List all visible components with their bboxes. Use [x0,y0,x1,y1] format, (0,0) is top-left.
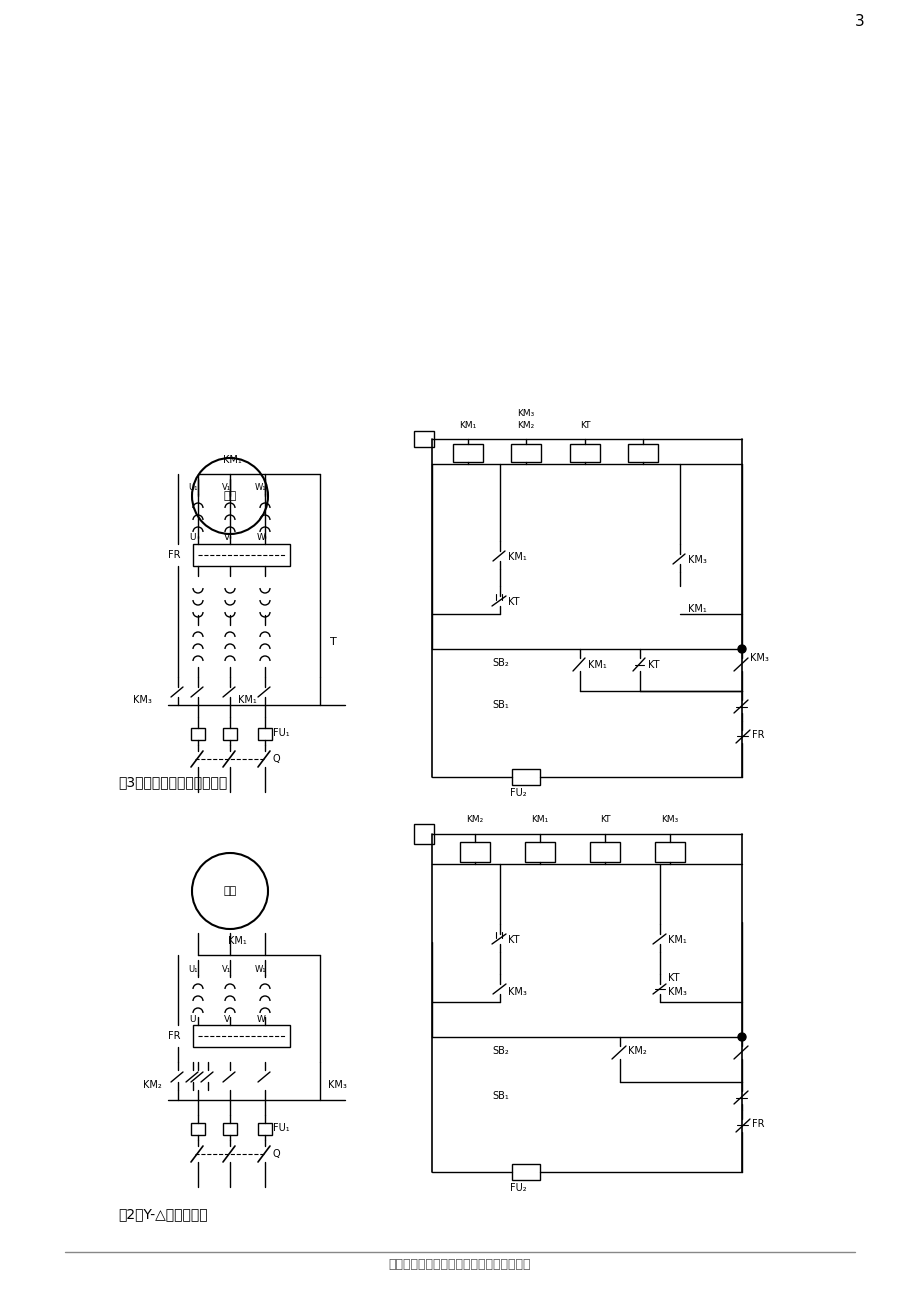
Text: KM₃: KM₃ [687,555,706,565]
Text: W₁: W₁ [255,483,267,492]
Text: SB₂: SB₂ [492,1046,508,1056]
Text: KM₁: KM₁ [667,935,686,945]
Bar [570,444,599,462]
Bar [193,1025,289,1047]
Text: KM₃: KM₃ [749,654,768,663]
Bar [460,842,490,862]
Text: FR: FR [751,730,764,740]
Bar [452,444,482,462]
Text: W: W [256,1014,266,1023]
Text: V: V [223,534,230,543]
Text: KM₁: KM₁ [687,604,706,615]
Text: KM₁: KM₁ [228,936,246,947]
Text: （3）自耦变压器降压启动。: （3）自耦变压器降压启动。 [118,775,227,789]
Text: 转子: 转子 [223,491,236,501]
Bar [257,1124,272,1135]
Text: FR: FR [751,1118,764,1129]
Text: FU₂: FU₂ [509,788,526,798]
Text: KM₃: KM₃ [661,815,678,824]
Text: KT: KT [579,422,590,431]
Text: KM₃: KM₃ [133,695,152,704]
Text: Q: Q [273,754,280,764]
Text: KT: KT [507,598,519,607]
Text: KM₃: KM₃ [507,987,527,997]
Text: 转子: 转子 [223,885,236,896]
Text: W₁: W₁ [255,965,267,974]
Bar [525,842,554,862]
Bar [414,824,434,844]
Text: KM₃: KM₃ [516,409,534,418]
Bar [589,842,619,862]
Bar [512,1164,539,1180]
Text: V₁: V₁ [222,965,232,974]
Bar [654,842,685,862]
Text: （2）Y-△降压启动；: （2）Y-△降压启动； [118,1207,208,1221]
Text: KT: KT [599,815,609,824]
Text: FU₁: FU₁ [273,1124,289,1133]
Text: FU₂: FU₂ [509,1184,526,1193]
Text: SB₁: SB₁ [492,700,508,710]
Text: V₁: V₁ [222,483,232,492]
Text: KM₁: KM₁ [238,695,256,704]
Text: T: T [330,637,336,647]
Text: KM₂: KM₂ [516,422,534,431]
Text: KM₁: KM₁ [507,552,527,562]
Text: KT: KT [647,660,659,671]
Text: KM₁: KM₁ [587,660,607,671]
Text: U₁: U₁ [188,965,198,974]
Text: KM₃: KM₃ [667,987,686,997]
Text: U₁: U₁ [188,483,198,492]
Text: W: W [256,534,266,543]
Text: KM₂: KM₂ [628,1046,646,1056]
Text: KM₂: KM₂ [142,1079,162,1090]
Bar [257,728,272,740]
Text: KM₁: KM₁ [222,454,242,465]
Circle shape [737,1032,745,1042]
Bar [191,728,205,740]
Text: KM₁: KM₁ [459,422,476,431]
Text: 3: 3 [854,14,864,30]
Text: SB₁: SB₁ [492,1091,508,1101]
Bar [193,544,289,566]
Text: FU₁: FU₁ [273,728,289,738]
Text: 中国地质大学（武汉）远程与继续教育学院: 中国地质大学（武汉）远程与继续教育学院 [389,1258,530,1271]
Text: KT: KT [667,973,679,983]
Text: KM₂: KM₂ [466,815,483,824]
Text: U: U [189,534,196,543]
Text: SB₂: SB₂ [492,658,508,668]
Text: KM₃: KM₃ [328,1079,346,1090]
Bar [414,431,434,447]
Text: FR: FR [168,549,180,560]
Text: V: V [223,1014,230,1023]
Bar [191,1124,205,1135]
Circle shape [737,644,745,654]
Text: Q: Q [273,1148,280,1159]
Text: KM₁: KM₁ [531,815,548,824]
Bar [628,444,657,462]
Bar [512,769,539,785]
Text: U: U [189,1014,196,1023]
Text: KT: KT [507,935,519,945]
Bar [222,1124,237,1135]
Bar [222,728,237,740]
Bar [510,444,540,462]
Text: FR: FR [168,1031,180,1042]
